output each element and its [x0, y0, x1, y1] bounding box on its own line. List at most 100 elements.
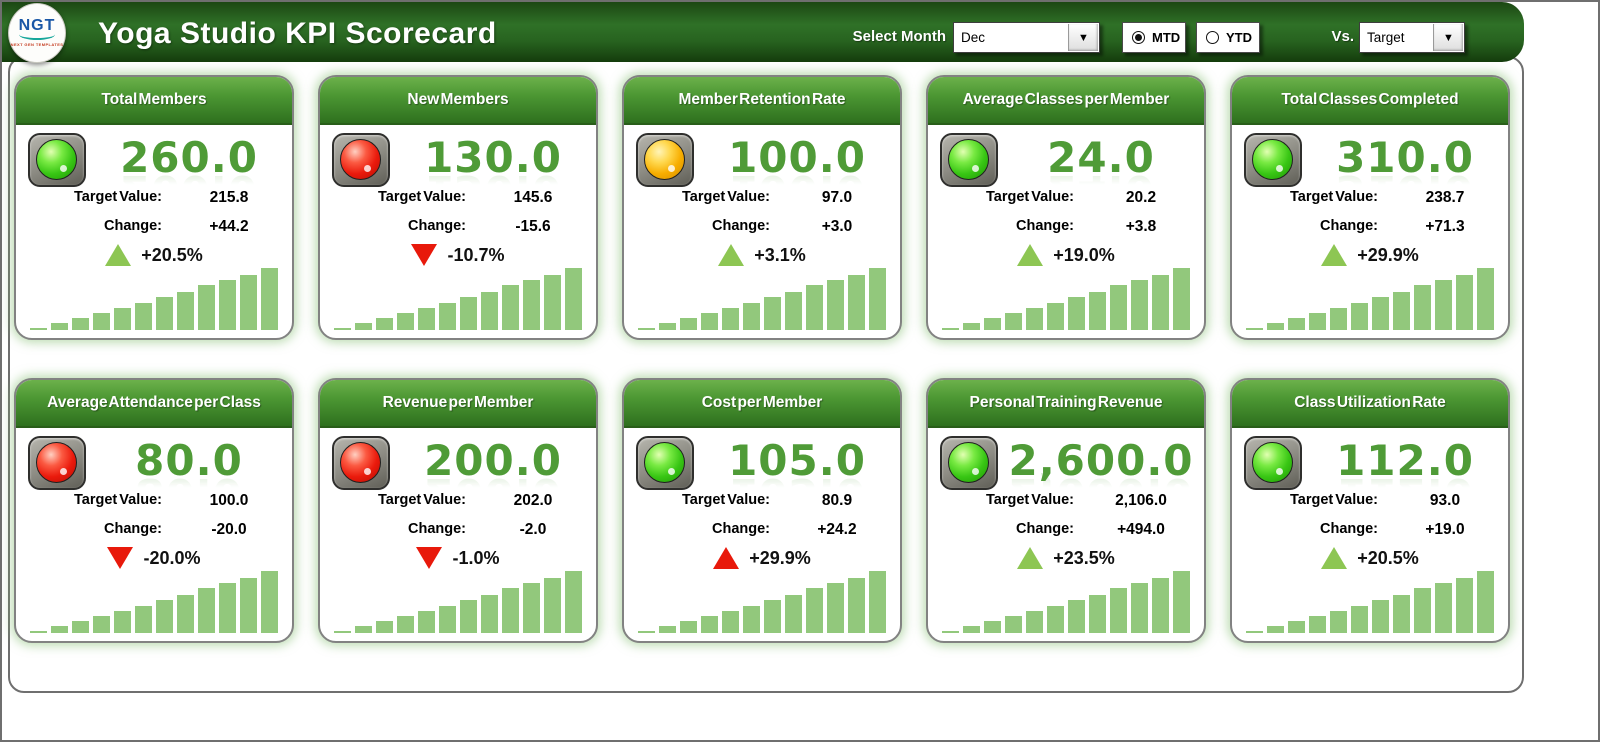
delta-percent: +19.0%: [1053, 244, 1115, 265]
bar: [1246, 631, 1263, 633]
bar: [1351, 302, 1368, 330]
mtd-radio[interactable]: MTD: [1122, 22, 1186, 53]
target-value: 97.0: [821, 189, 853, 206]
triangle-up-icon: [718, 244, 745, 266]
kpi-value: 24.0: [1047, 133, 1155, 182]
green-light-icon: [948, 442, 989, 483]
kpi-card-grid: Total Members 260.0 Target Value: 215.8 …: [14, 75, 1510, 643]
kpi-card-title: Average Attendance per Class: [16, 380, 292, 428]
bar: [51, 323, 68, 330]
bar: [1152, 577, 1169, 633]
vs-dropdown-value: Target: [1367, 30, 1405, 45]
delta-indicator: +29.9%: [624, 547, 900, 569]
bar: [1267, 323, 1284, 330]
change-value: +71.3: [1425, 218, 1465, 235]
chevron-down-icon[interactable]: ▼: [1068, 24, 1098, 51]
kpi-card-body: 130.0 Target Value: 145.6 Change: -15.6 …: [320, 125, 596, 338]
bar: [1047, 302, 1064, 330]
bar: [659, 323, 676, 330]
kpi-value: 200.0: [424, 436, 562, 485]
vs-dropdown[interactable]: Target ▼: [1359, 22, 1465, 53]
kpi-card: Personal Training Revenue 2,600.0 Target…: [926, 378, 1206, 643]
delta-percent: +23.5%: [1053, 547, 1115, 568]
kpi-card-title: Cost per Member: [624, 380, 900, 428]
bar: [1131, 582, 1148, 633]
bar: [984, 318, 1001, 330]
bar: [963, 626, 980, 633]
bar: [30, 328, 47, 330]
bar: [334, 328, 351, 330]
traffic-light-icon: [636, 133, 694, 187]
delta-percent: +20.5%: [1357, 547, 1419, 568]
change-label: Change:: [1320, 521, 1378, 537]
radio-unselected-icon[interactable]: [1206, 31, 1219, 44]
bar: [261, 571, 278, 633]
bar: [481, 595, 498, 633]
bar: [376, 318, 393, 330]
bar: [869, 268, 886, 330]
vs-label: Vs.: [1331, 28, 1354, 45]
delta-percent: +20.5%: [141, 244, 203, 265]
traffic-light-icon: [1244, 436, 1302, 490]
select-month-label: Select Month: [852, 28, 946, 45]
triangle-up-icon: [105, 244, 132, 266]
green-light-icon: [1252, 139, 1293, 180]
bar: [984, 621, 1001, 633]
bar: [397, 312, 414, 330]
target-value-label: Target Value:: [74, 492, 162, 508]
change-label: Change:: [1320, 218, 1378, 234]
sparkline-chart: [334, 571, 582, 633]
delta-indicator: +3.1%: [624, 244, 900, 266]
radio-selected-icon[interactable]: [1132, 31, 1145, 44]
bar: [523, 582, 540, 633]
kpi-value: 80.0: [135, 436, 243, 485]
change-label: Change:: [104, 521, 162, 537]
bar: [1477, 268, 1494, 330]
delta-percent: -10.7%: [447, 244, 505, 265]
bar: [785, 595, 802, 633]
change-value: +44.2: [209, 218, 249, 235]
ngt-logo: NGT NEXT GEN TEMPLATES: [8, 3, 66, 63]
bar: [523, 279, 540, 330]
kpi-value: 105.0: [728, 436, 866, 485]
target-value: 80.9: [821, 492, 853, 509]
bar: [198, 285, 215, 330]
kpi-card-body: 310.0 Target Value: 238.7 Change: +71.3 …: [1232, 125, 1508, 338]
change-value: +494.0: [1117, 521, 1165, 538]
target-value: 202.0: [513, 492, 553, 509]
chevron-down-icon[interactable]: ▼: [1433, 24, 1463, 51]
target-value-label: Target Value:: [1290, 189, 1378, 205]
target-value-label: Target Value:: [682, 492, 770, 508]
bar: [827, 582, 844, 633]
kpi-card: New Members 130.0 Target Value: 145.6 Ch…: [318, 75, 598, 340]
change-label: Change:: [104, 218, 162, 234]
delta-percent: +29.9%: [1357, 244, 1419, 265]
bar: [460, 600, 477, 633]
bar: [198, 588, 215, 633]
triangle-up-icon: [1321, 547, 1348, 569]
bar: [680, 318, 697, 330]
bar: [135, 605, 152, 633]
sparkline-chart: [638, 571, 886, 633]
bar: [638, 631, 655, 633]
delta-percent: +29.9%: [749, 547, 811, 568]
kpi-card: Revenue per Member 200.0 Target Value: 2…: [318, 378, 598, 643]
delta-indicator: +20.5%: [1232, 547, 1508, 569]
ytd-radio[interactable]: YTD: [1196, 22, 1260, 53]
kpi-value: 130.0: [424, 133, 562, 182]
bar: [764, 297, 781, 330]
delta-indicator: +20.5%: [16, 244, 292, 266]
bar: [743, 605, 760, 633]
delta-indicator: -1.0%: [320, 547, 596, 569]
bar: [1309, 312, 1326, 330]
bar: [806, 285, 823, 330]
bar: [439, 605, 456, 633]
kpi-card-title: Revenue per Member: [320, 380, 596, 428]
bar: [1089, 292, 1106, 330]
bar: [1068, 600, 1085, 633]
traffic-light-icon: [28, 436, 86, 490]
bar: [1372, 600, 1389, 633]
bar: [764, 600, 781, 633]
bar: [240, 577, 257, 633]
month-dropdown[interactable]: Dec ▼: [953, 22, 1100, 53]
